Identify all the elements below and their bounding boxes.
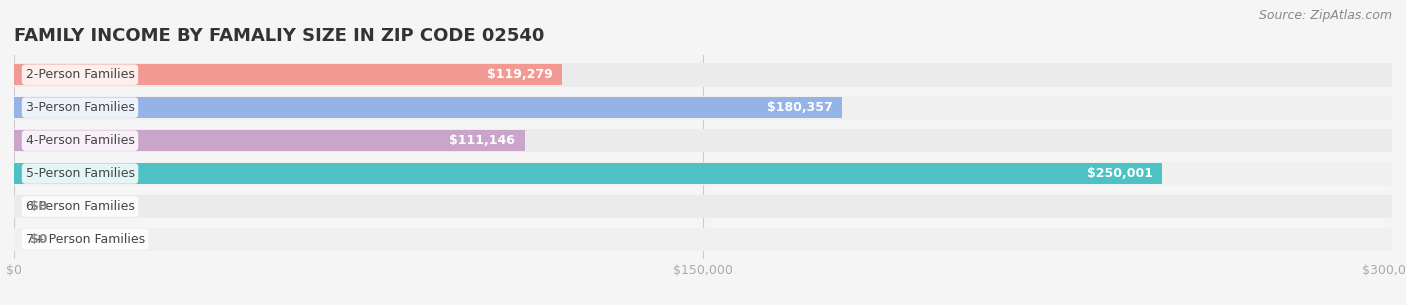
Text: 4-Person Families: 4-Person Families [25,134,135,147]
Text: $0: $0 [30,200,48,213]
Bar [14,64,562,85]
Bar [14,162,1392,185]
Bar [14,97,842,118]
Bar [14,96,1392,120]
Text: $111,146: $111,146 [450,134,516,147]
Bar [14,195,1392,218]
Text: 2-Person Families: 2-Person Families [25,68,135,81]
Bar [14,163,1163,184]
Text: 3-Person Families: 3-Person Families [25,101,135,114]
Text: 5-Person Families: 5-Person Families [25,167,135,180]
Text: Source: ZipAtlas.com: Source: ZipAtlas.com [1258,9,1392,22]
Bar [14,129,1392,152]
Text: 7+ Person Families: 7+ Person Families [25,233,145,246]
Bar [14,130,524,151]
Text: $250,001: $250,001 [1087,167,1153,180]
Text: $0: $0 [30,233,48,246]
Text: FAMILY INCOME BY FAMALIY SIZE IN ZIP CODE 02540: FAMILY INCOME BY FAMALIY SIZE IN ZIP COD… [14,27,544,45]
Text: $119,279: $119,279 [486,68,553,81]
Text: 6-Person Families: 6-Person Families [25,200,135,213]
Bar [14,63,1392,87]
Text: $180,357: $180,357 [768,101,834,114]
Bar [14,228,1392,251]
